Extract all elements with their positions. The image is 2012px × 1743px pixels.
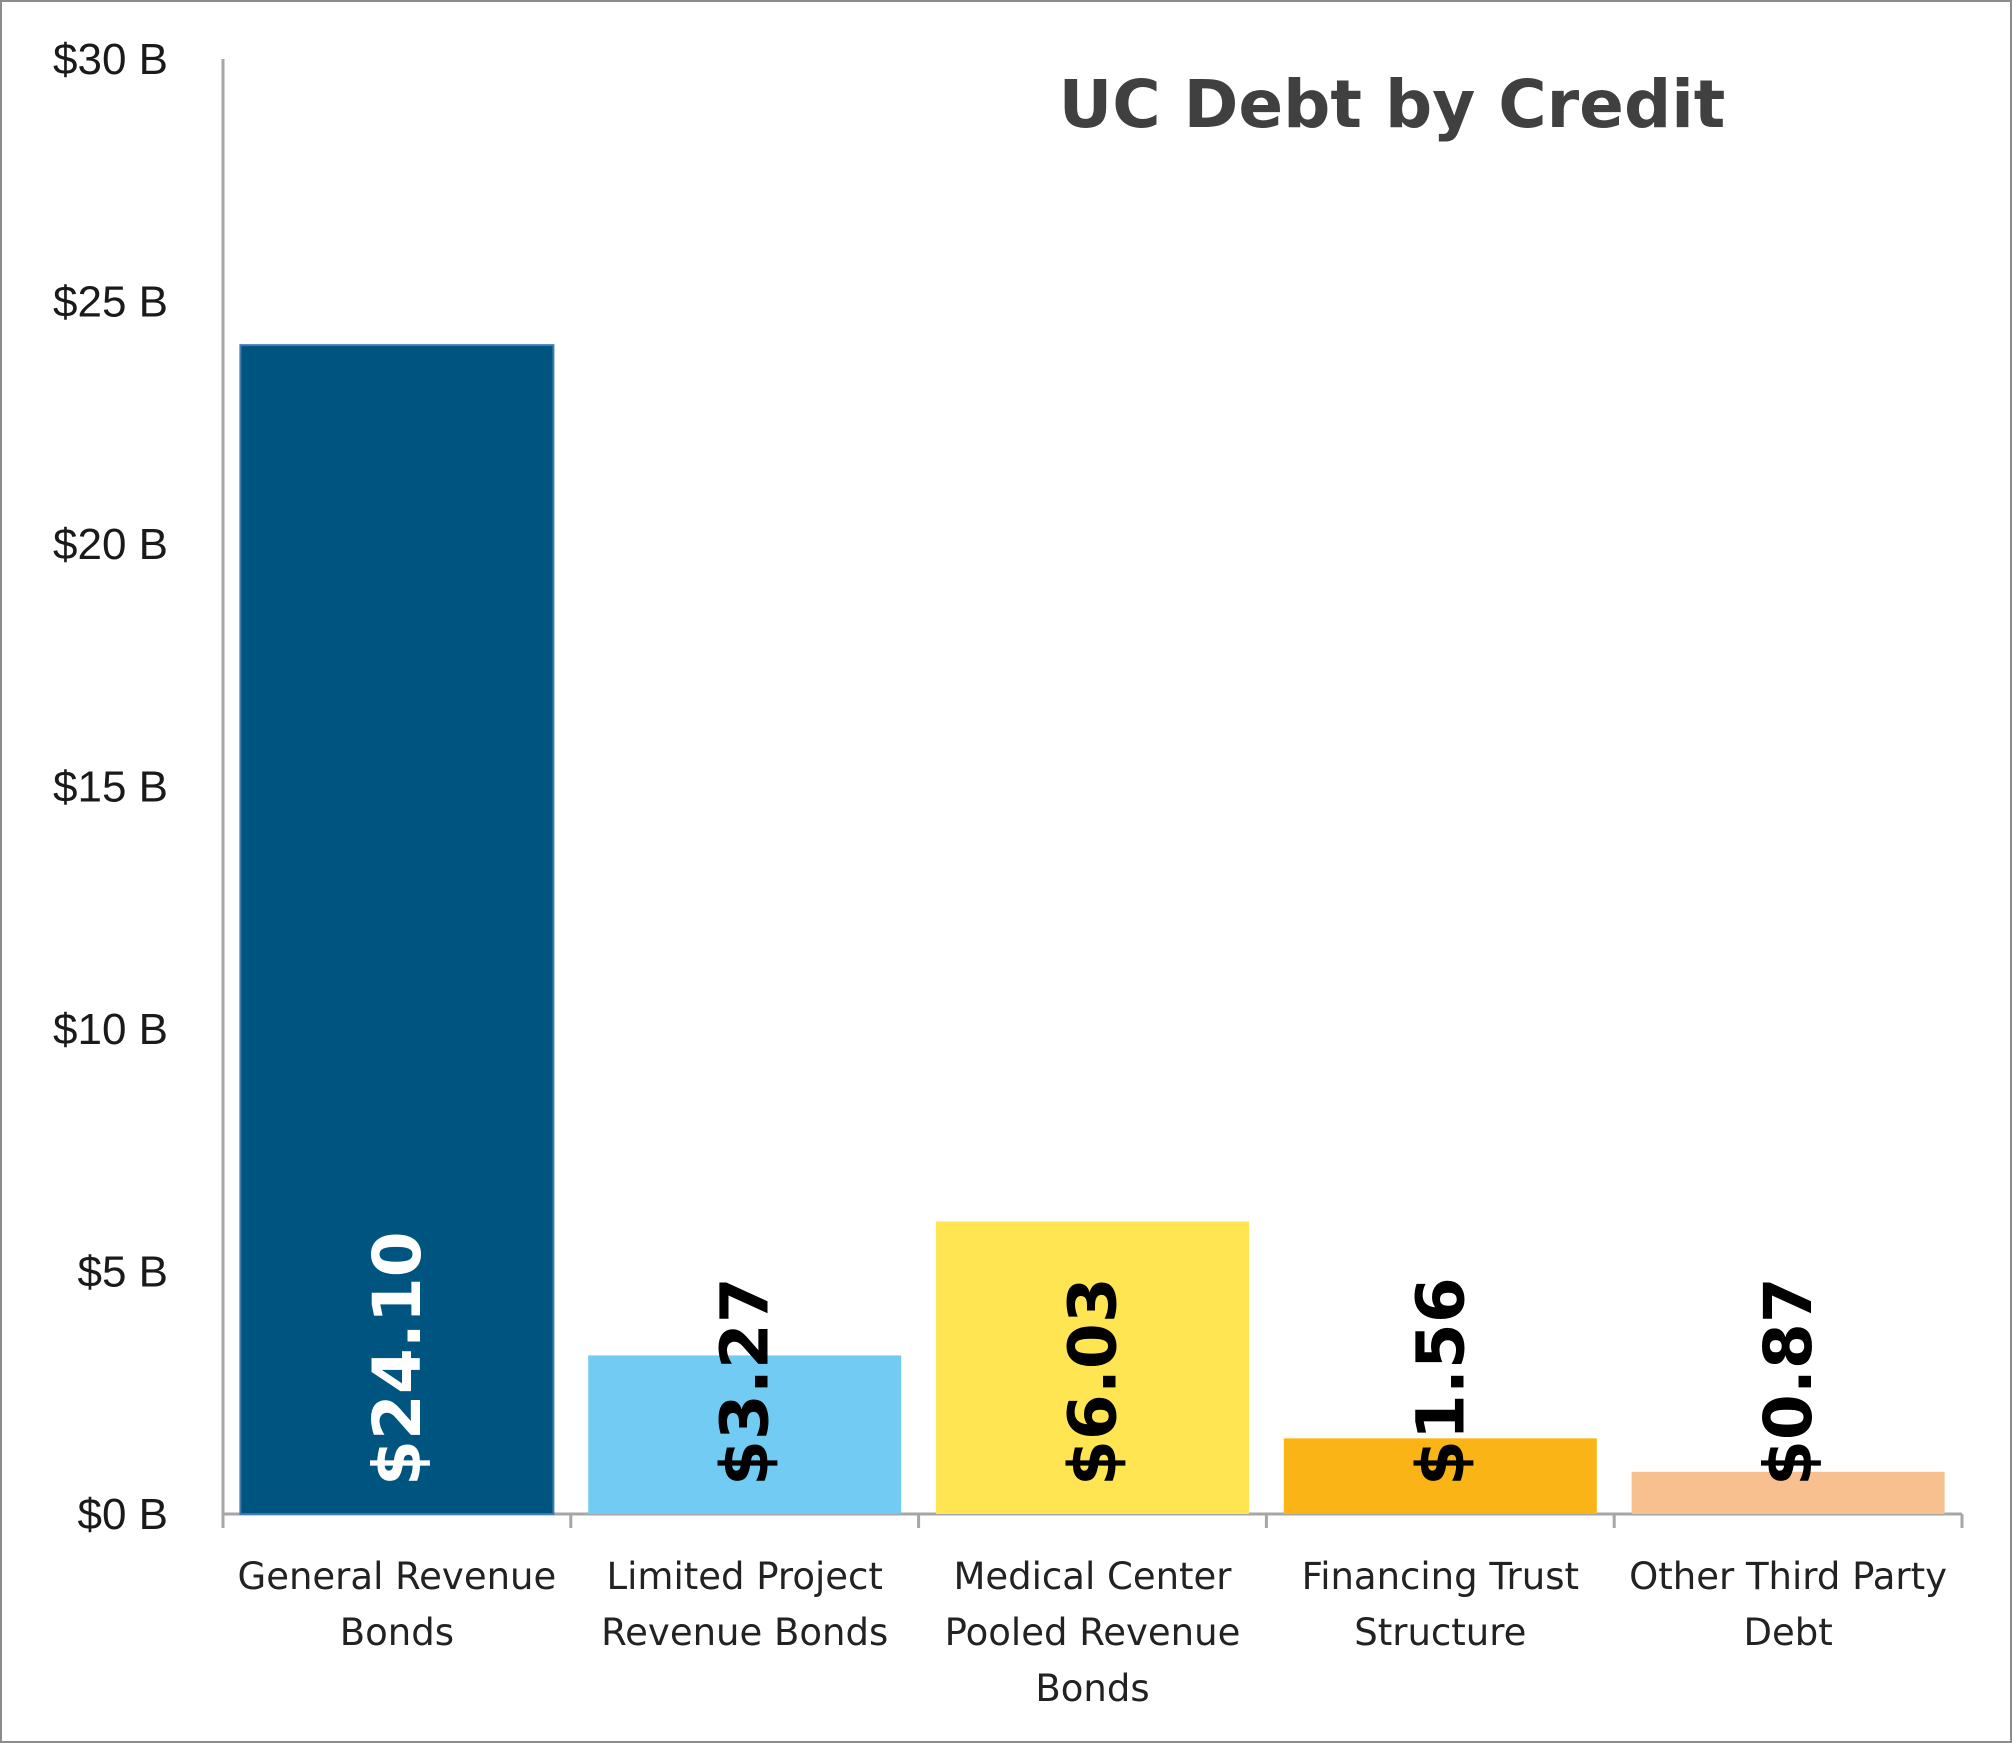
x-tick-label: General Revenue Bonds xyxy=(238,1555,557,1654)
x-tick-label-line: Debt xyxy=(1743,1611,1832,1654)
x-tick-label-line: Other Third Party xyxy=(1629,1555,1947,1598)
bar xyxy=(1631,1471,1945,1514)
x-tick-label-line: Pooled Revenue xyxy=(945,1611,1241,1654)
chart-title: UC Debt by Credit xyxy=(1059,66,1726,143)
data-label: $6.03 xyxy=(1055,1277,1132,1486)
x-tick-label-line: Medical Center xyxy=(953,1555,1232,1598)
x-tick-label-line: Revenue Bonds xyxy=(601,1611,888,1654)
x-tick-label: Medical Center Pooled Revenue Bonds xyxy=(945,1555,1241,1710)
x-tick-label: Other Third Party Debt xyxy=(1629,1555,1947,1654)
y-tick-label: $5 B xyxy=(77,1248,168,1297)
bar xyxy=(936,1221,1249,1514)
data-label: $0.87 xyxy=(1750,1277,1827,1486)
x-tick-label-line: Structure xyxy=(1354,1611,1526,1654)
bars xyxy=(239,344,1945,1515)
y-tick-label: $20 B xyxy=(53,520,168,569)
data-labels: $24.10 $3.27 $6.03 $1.56 $0.87 xyxy=(359,1231,1827,1486)
bar xyxy=(239,344,555,1515)
x-tick-label-line: General Revenue xyxy=(238,1555,557,1598)
x-tick-label: Limited Project Revenue Bonds xyxy=(601,1555,888,1654)
bar xyxy=(1283,1438,1597,1514)
bar xyxy=(588,1355,902,1514)
y-tick-label: $15 B xyxy=(53,763,168,812)
x-tick-label-line: Bonds xyxy=(340,1611,454,1654)
y-tick-label: $30 B xyxy=(53,35,168,84)
x-tick-label: Financing Trust Structure xyxy=(1302,1555,1579,1654)
y-tick-label: $25 B xyxy=(53,278,168,327)
x-tick-label-line: Limited Project xyxy=(607,1555,883,1598)
y-tick-label: $10 B xyxy=(53,1005,168,1054)
data-label: $24.10 xyxy=(359,1231,436,1486)
x-tick-label-line: Financing Trust xyxy=(1302,1555,1579,1598)
axes: $0 B $5 B $10 B $15 B $20 B $25 B $30 B General… xyxy=(53,35,1964,1710)
y-tick-label: $0 B xyxy=(77,1490,168,1539)
data-label: $1.56 xyxy=(1402,1277,1479,1486)
data-label: $3.27 xyxy=(707,1277,784,1486)
x-tick-label-line: Bonds xyxy=(1035,1667,1149,1710)
